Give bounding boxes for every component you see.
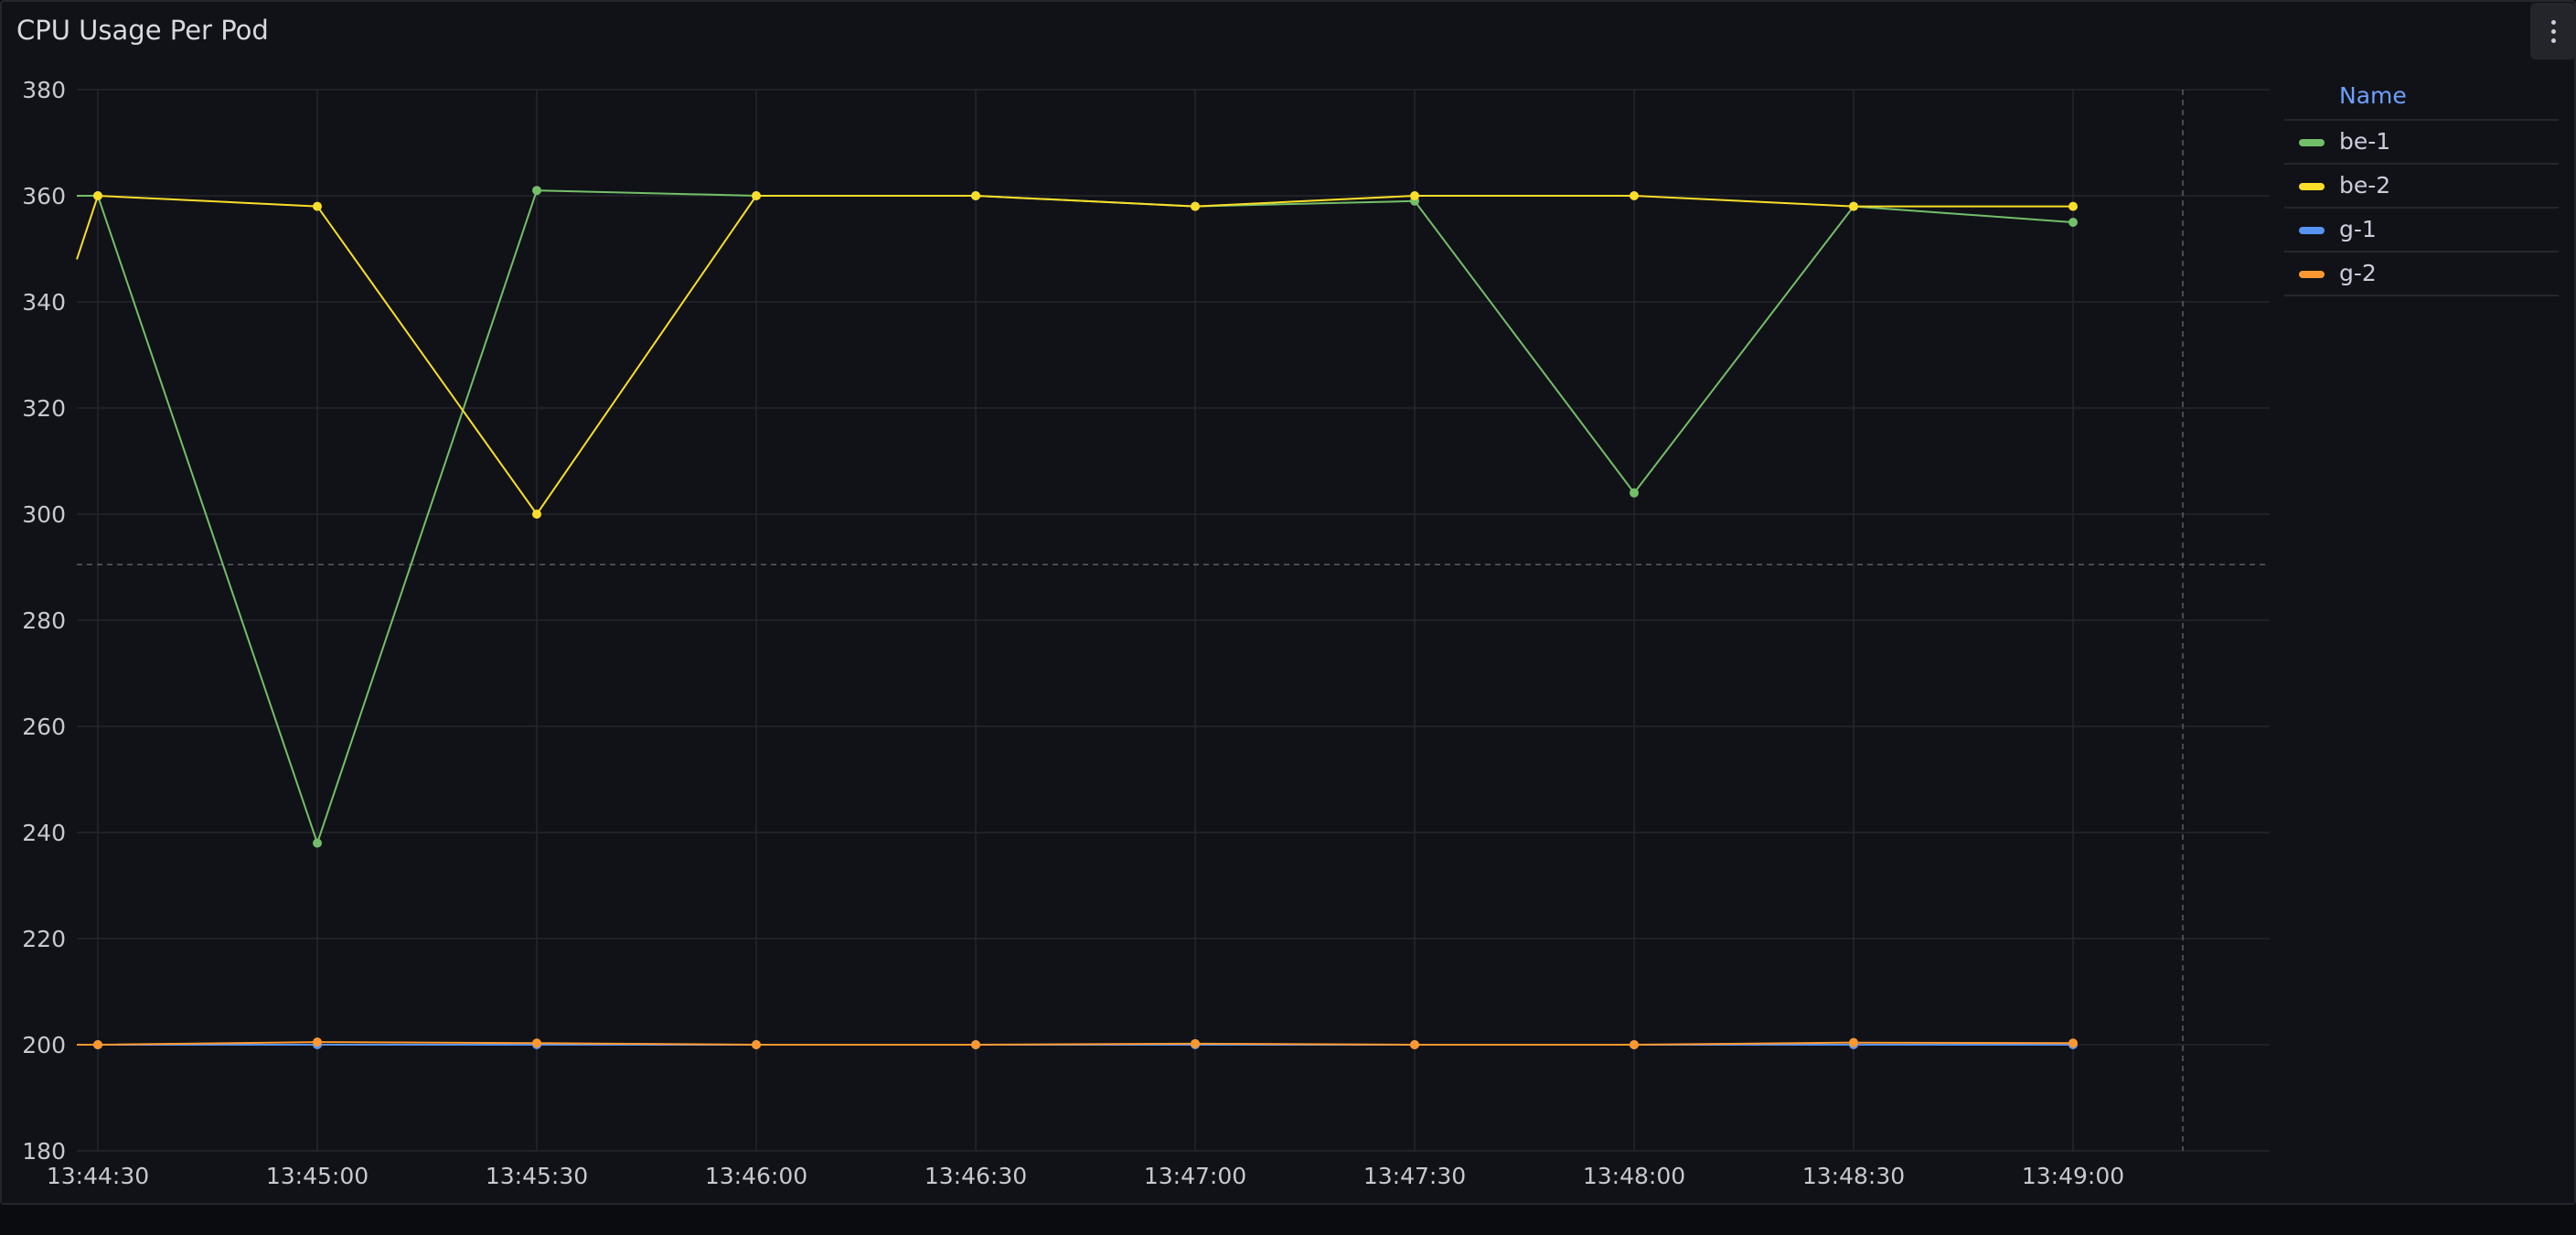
- data-point-be-1: [2068, 218, 2078, 227]
- data-point-be-2: [752, 191, 761, 200]
- data-point-be-1: [532, 186, 541, 196]
- legend-label: g-1: [2339, 216, 2377, 242]
- x-tick-label: 13:49:00: [2022, 1163, 2124, 1189]
- data-point-g-2: [1630, 1040, 1639, 1049]
- legend-label: be-2: [2339, 172, 2391, 199]
- legend-swatch: [2299, 271, 2325, 278]
- data-point-g-2: [1410, 1040, 1419, 1049]
- data-point-g-2: [752, 1040, 761, 1049]
- data-point-g-2: [971, 1040, 980, 1049]
- data-point-be-2: [971, 191, 980, 200]
- data-point-be-2: [1191, 201, 1200, 211]
- data-point-be-2: [2068, 201, 2078, 211]
- x-tick-label: 13:47:00: [1144, 1163, 1246, 1189]
- x-tick-label: 13:46:00: [705, 1163, 807, 1189]
- data-point-be-2: [1849, 201, 1858, 211]
- legend-swatch: [2299, 183, 2325, 190]
- x-tick-label: 13:46:30: [925, 1163, 1027, 1189]
- data-point-be-2: [313, 201, 322, 211]
- series-line-be-2: [76, 194, 2073, 516]
- data-point-be-1: [313, 838, 322, 848]
- data-point-g-2: [1191, 1038, 1200, 1048]
- legend-label: be-1: [2339, 128, 2391, 155]
- y-tick-label: 240: [22, 820, 66, 846]
- y-tick-label: 200: [22, 1032, 66, 1058]
- legend-item-g-2[interactable]: g-2: [2284, 252, 2559, 296]
- legend: Name be-1 be-2 g-1 g-2: [2284, 75, 2559, 296]
- legend-swatch: [2299, 139, 2325, 146]
- legend-item-be-1[interactable]: be-1: [2284, 121, 2559, 165]
- chart-panel: CPU Usage Per Pod 180 200 220 240 260 280 300 3…: [0, 0, 2576, 1205]
- data-point-be-1: [1630, 488, 1639, 498]
- x-tick-label: 13:45:00: [266, 1163, 369, 1189]
- y-tick-label: 360: [22, 183, 66, 209]
- data-point-be-2: [93, 191, 102, 200]
- y-tick-label: 280: [22, 607, 66, 634]
- legend-item-g-1[interactable]: g-1: [2284, 209, 2559, 252]
- y-tick-label: 220: [22, 926, 66, 952]
- data-point-g-2: [1849, 1037, 1858, 1047]
- data-point-g-2: [93, 1040, 102, 1049]
- legend-header[interactable]: Name: [2284, 75, 2559, 121]
- x-tick-label: 13:44:30: [47, 1163, 149, 1189]
- y-tick-label: 300: [22, 501, 66, 528]
- y-tick-label: 340: [22, 289, 66, 316]
- legend-item-be-2[interactable]: be-2: [2284, 165, 2559, 209]
- x-tick-label: 13:47:30: [1363, 1163, 1466, 1189]
- panel-title: CPU Usage Per Pod: [16, 15, 269, 46]
- x-tick-label: 13:48:00: [1583, 1163, 1685, 1189]
- x-tick-label: 13:45:30: [486, 1163, 588, 1189]
- data-point-g-2: [532, 1038, 541, 1048]
- line-chart: 180 200 220 240 260 280 300 320 340 360 380 13:44:3…: [22, 77, 2270, 1189]
- data-point-g-2: [313, 1037, 322, 1047]
- data-point-be-2: [1630, 191, 1639, 200]
- panel-menu-button[interactable]: [2530, 3, 2576, 59]
- y-tick-label: 180: [22, 1138, 66, 1165]
- data-point-g-2: [2068, 1038, 2078, 1048]
- y-tick-label: 320: [22, 395, 66, 422]
- legend-header-name: Name: [2339, 82, 2407, 109]
- x-tick-label: 13:48:30: [1802, 1163, 1905, 1189]
- legend-swatch: [2299, 227, 2325, 234]
- legend-label: g-2: [2339, 260, 2377, 286]
- data-point-be-2: [1410, 191, 1419, 200]
- y-tick-label: 380: [22, 77, 66, 103]
- data-point-be-2: [532, 510, 541, 519]
- y-tick-label: 260: [22, 714, 66, 740]
